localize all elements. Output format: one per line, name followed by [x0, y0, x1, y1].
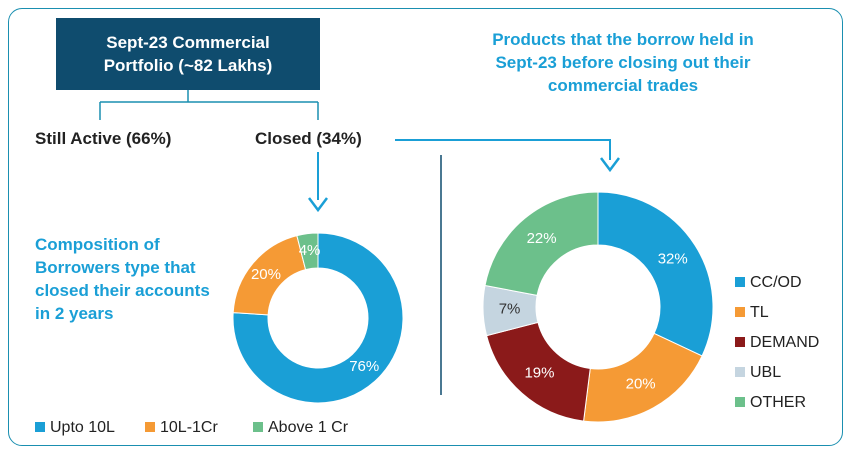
arrowhead: [600, 157, 620, 173]
value-label: 20%: [251, 266, 281, 283]
legend-swatch: [145, 422, 155, 432]
legend-label: DEMAND: [750, 334, 819, 351]
legend-label: OTHER: [750, 394, 806, 411]
legend-label: Above 1 Cr: [268, 419, 349, 436]
legend-swatch: [735, 277, 745, 287]
legend-label: CC/OD: [750, 274, 802, 291]
connector: [99, 90, 319, 120]
legend-label: UBL: [750, 364, 781, 381]
arrow: [395, 139, 611, 160]
legend-swatch: [735, 337, 745, 347]
legend-swatch: [735, 367, 745, 377]
value-label: 32%: [658, 251, 688, 268]
value-label: 22%: [527, 230, 557, 247]
value-label: 76%: [349, 358, 379, 375]
header-title: Sept-23 Commercial Portfolio (~82 Lakhs): [103, 33, 273, 75]
arrowhead: [308, 197, 328, 213]
legend-swatch: [735, 397, 745, 407]
legend-label: 10L-1Cr: [160, 419, 218, 436]
branch-label: Still Active (66%): [35, 129, 172, 148]
tree-lines: [99, 90, 611, 395]
value-label: 4%: [299, 242, 321, 259]
donut-slice: [232, 232, 404, 404]
value-label: 19%: [524, 364, 554, 381]
value-label: 20%: [626, 376, 656, 393]
chart-title: Products that the borrow held in Sept-23…: [492, 30, 754, 95]
donut-slice: [583, 332, 703, 423]
legend-label: Upto 10L: [50, 419, 115, 436]
legend-swatch: [35, 422, 45, 432]
legend-label: TL: [750, 304, 769, 321]
header-box: Sept-23 Commercial Portfolio (~82 Lakhs): [56, 18, 320, 90]
value-label: 7%: [499, 301, 521, 318]
donut-slice: [597, 191, 714, 357]
frame: [8, 8, 843, 446]
chart-title: Composition of Borrowers type that close…: [35, 235, 210, 323]
donut-slice: [296, 232, 319, 271]
donut-slice: [484, 191, 599, 296]
legend-swatch: [735, 307, 745, 317]
legend-swatch: [253, 422, 263, 432]
branch-label: Closed (34%): [255, 129, 362, 148]
